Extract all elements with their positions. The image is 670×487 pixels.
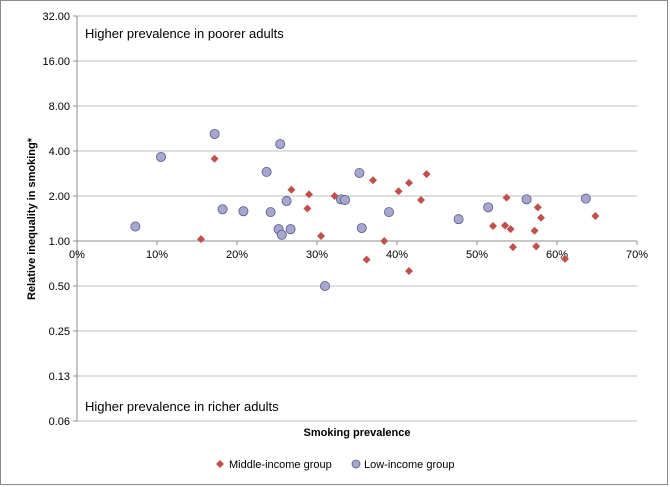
middle-income-point xyxy=(532,242,541,251)
data-points xyxy=(130,128,600,291)
low-income-point xyxy=(276,229,287,240)
low-income-point xyxy=(281,196,292,207)
low-income-point xyxy=(265,207,276,218)
low-income-point xyxy=(130,221,141,232)
legend-label-middle-income: Middle-income group xyxy=(229,459,332,471)
y-tick-label: 0.13 xyxy=(49,371,70,383)
low-income-point xyxy=(580,193,591,204)
middle-income-point xyxy=(405,178,413,187)
low-income-point xyxy=(339,195,350,206)
annotation-bottom: Higher prevalence in richer adults xyxy=(85,399,279,414)
x-axis: 0% 10% 20% 30% 40% 50% 60% 70% xyxy=(69,240,648,261)
middle-income-point xyxy=(506,225,515,234)
legend-item-low-income: Low-income group xyxy=(351,459,455,471)
middle-income-point xyxy=(380,237,389,245)
y-tick-label: 1.00 xyxy=(49,236,70,248)
low-income-point xyxy=(383,207,394,218)
legend-item-middle-income: Middle-income group xyxy=(216,459,332,471)
y-tick-label: 0.25 xyxy=(49,326,70,338)
low-income-point xyxy=(521,194,532,205)
legend-marker-low-income xyxy=(351,459,361,469)
y-tick-label: 16.00 xyxy=(42,56,70,68)
middle-income-point xyxy=(405,266,413,275)
y-tick-label: 2.00 xyxy=(49,191,70,203)
y-tick-label: 32.00 xyxy=(42,11,70,23)
legend-marker-middle-income xyxy=(216,460,224,468)
low-income-point xyxy=(238,206,249,217)
y-tick-label: 4.00 xyxy=(49,146,70,158)
y-tick-label: 0.06 xyxy=(49,416,70,428)
legend: Middle-income group Low-income group xyxy=(216,459,455,471)
x-tick-label: 20% xyxy=(226,249,248,261)
low-income-point xyxy=(483,202,494,213)
middle-income-point xyxy=(502,193,511,202)
middle-income-point xyxy=(533,203,542,212)
gridlines xyxy=(77,15,637,422)
low-income-point xyxy=(275,139,286,150)
annotation-top: Higher prevalence in poorer adults xyxy=(85,26,284,41)
low-income-point xyxy=(319,280,330,291)
middle-income-point xyxy=(369,176,377,185)
middle-income-point xyxy=(303,204,312,213)
middle-income-point xyxy=(394,187,403,196)
y-axis-title: Relative inequality in smoking* xyxy=(26,137,38,300)
middle-income-point xyxy=(330,192,339,200)
middle-income-point xyxy=(317,232,325,241)
x-tick-label: 40% xyxy=(386,249,408,261)
x-tick-label: 30% xyxy=(306,249,328,261)
middle-income-point xyxy=(489,221,497,230)
low-income-point xyxy=(453,214,464,225)
middle-income-point xyxy=(501,221,509,230)
x-tick-label: 0% xyxy=(69,249,85,261)
middle-income-point xyxy=(561,254,569,263)
legend-label-low-income: Low-income group xyxy=(364,459,455,471)
low-income-point xyxy=(285,224,296,235)
middle-income-point xyxy=(422,170,431,179)
middle-income-point xyxy=(509,243,517,252)
x-tick-label: 70% xyxy=(626,249,648,261)
middle-income-point xyxy=(591,211,600,220)
middle-income-point xyxy=(537,213,545,222)
x-tick-label: 10% xyxy=(146,249,168,261)
low-income-point xyxy=(217,204,228,215)
x-axis-title: Smoking prevalence xyxy=(304,427,411,439)
middle-income-point xyxy=(362,255,371,264)
y-axis: 32.00 16.00 8.00 4.00 2.00 1.00 0.50 0.25 0.13 0.… xyxy=(42,11,78,428)
low-income-point xyxy=(354,168,365,179)
middle-income-point xyxy=(197,235,205,244)
low-income-point xyxy=(261,166,272,177)
middle-income-point xyxy=(287,185,296,194)
x-tick-label: 50% xyxy=(466,249,488,261)
middle-income-point xyxy=(305,190,313,199)
low-income-point xyxy=(209,128,220,139)
y-tick-label: 0.50 xyxy=(49,281,70,293)
middle-income-point xyxy=(530,226,539,235)
low-income-point xyxy=(356,223,367,234)
low-income-point xyxy=(155,151,166,162)
y-tick-label: 8.00 xyxy=(49,101,70,113)
middle-income-point xyxy=(210,154,219,163)
middle-income-point xyxy=(417,196,425,205)
